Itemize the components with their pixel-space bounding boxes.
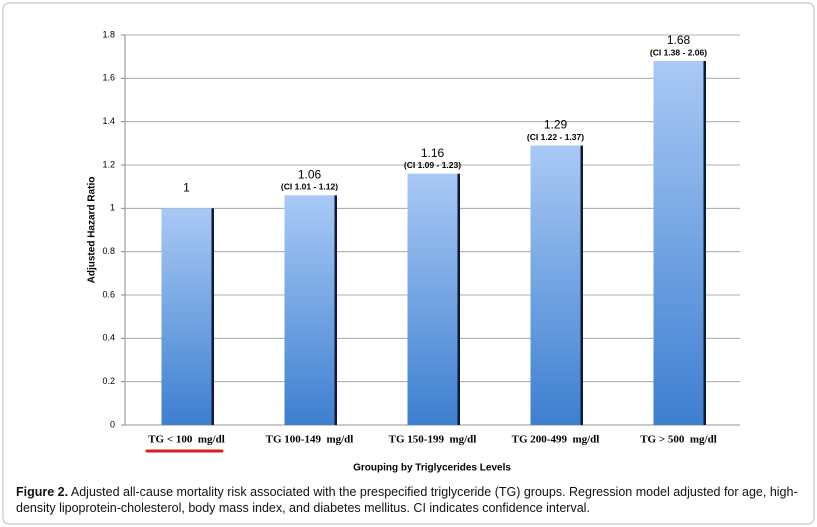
caption: Figure 2. Adjusted all-cause mortality r… [16,484,806,516]
ci-label: (CI 1.01 - 1.12) [281,182,338,192]
caption-label: Figure 2. [16,485,69,499]
x-tick-label: TG 100-149 mg/dl [266,434,354,446]
x-axis-title: Grouping by Triglycerides Levels [353,463,511,474]
value-label: 1.68 [667,33,691,47]
caption-text: Adjusted all-cause mortality risk associ… [16,485,798,515]
y-tick-label: 0.8 [102,246,115,256]
y-tick-label: 1.2 [102,159,115,169]
x-tick-label: TG 200-499 mg/dl [512,434,600,446]
value-label: 1.29 [544,118,568,132]
x-tick-label: TG < 100 mg/dl [148,434,225,446]
bar-shadow [211,208,214,425]
bar-shadow [334,195,337,425]
y-tick-label: 1 [110,203,115,213]
y-tick-label: 1.4 [102,116,115,126]
bar-shadow [703,61,706,425]
value-label: 1.06 [298,168,322,182]
y-tick-label: 0 [110,419,115,429]
y-tick-label: 0.6 [102,289,115,299]
bar [161,208,212,425]
value-label: 1 [183,181,190,195]
ci-label: (CI 1.38 - 2.06) [650,47,707,57]
ci-label: (CI 1.22 - 1.37) [527,132,584,142]
y-tick-label: 1.6 [102,73,115,83]
y-tick-label: 0.4 [102,333,115,343]
x-tick-label: TG 150-199 mg/dl [389,434,477,446]
ci-label: (CI 1.09 - 1.23) [404,160,461,170]
y-axis-title: Adjusted Hazard Ratio [87,177,98,284]
value-label: 1.16 [421,146,445,160]
bar [530,145,581,425]
bar [284,195,335,425]
y-tick-label: 0.2 [102,376,115,386]
bar-shadow [580,145,583,425]
y-tick-label: 1.8 [102,29,115,39]
x-tick-label: TG > 500 mg/dl [640,434,717,446]
bar [653,61,704,425]
bar-shadow [457,173,460,425]
bar [407,173,458,425]
